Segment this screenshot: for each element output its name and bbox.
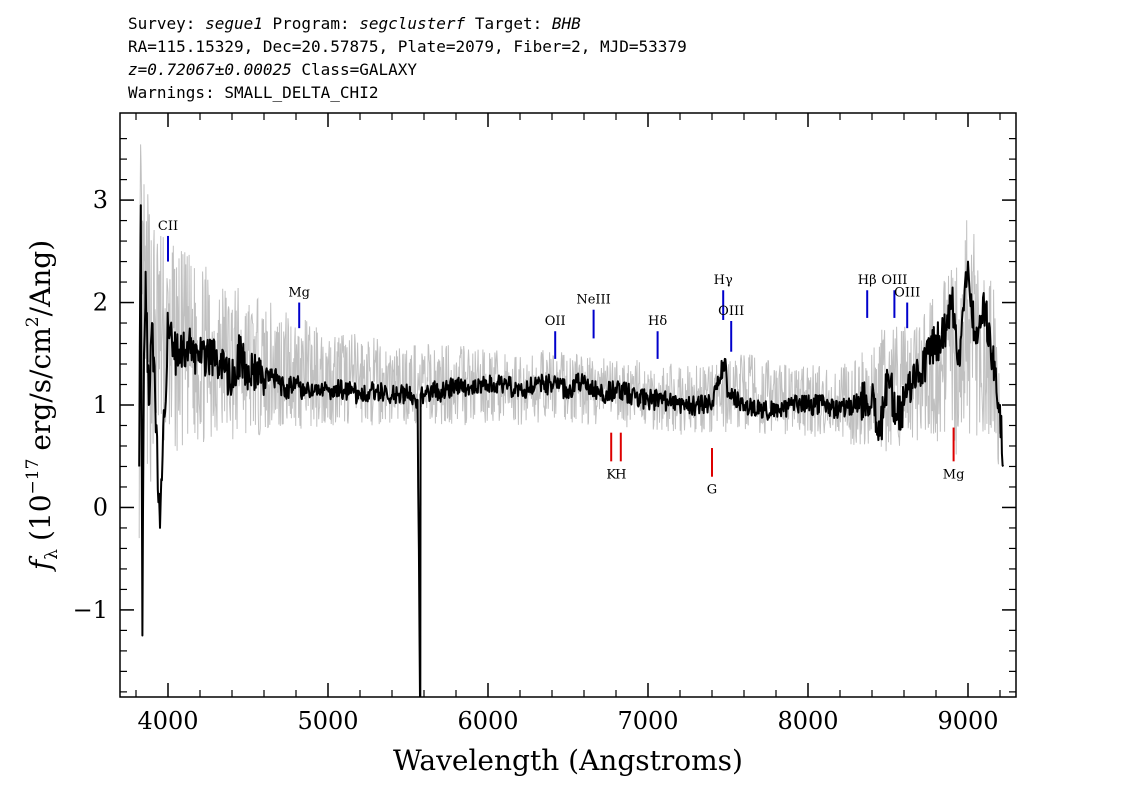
y-label-exponent2: 2: [23, 316, 43, 327]
emission-line-label: Hβ: [858, 273, 877, 288]
y-tick-label: 2: [93, 289, 108, 317]
axis-ticks-layer: 4000 5000 6000 7000 8000 9000 −1 0 1 2 3: [73, 113, 1016, 735]
class-value: Class=GALAXY: [301, 60, 417, 79]
emission-line-label: OIII: [718, 304, 744, 319]
y-label-exponent: −17: [23, 459, 43, 495]
x-axis-label: Wavelength (Angstroms): [393, 744, 743, 777]
survey-value: segue1: [205, 14, 263, 33]
x-tick-label: 6000: [457, 707, 518, 735]
survey-label: Survey:: [128, 14, 196, 33]
y-tick-label: 0: [93, 493, 108, 521]
header-line-warnings: Warnings: SMALL_DELTA_CHI2: [128, 83, 379, 102]
emission-line-label: OIII: [881, 273, 907, 288]
x-tick-label: 5000: [297, 707, 358, 735]
y-tick-label: 3: [93, 186, 108, 214]
spectrum-header: Survey: segue1 Program: segclusterf Targ…: [128, 12, 687, 104]
emission-line-label: Hδ: [648, 314, 667, 329]
x-tick-label: 9000: [937, 707, 998, 735]
y-tick-label: 1: [93, 391, 108, 419]
target-value: BHB: [551, 14, 581, 33]
emission-line-label: CII: [158, 219, 178, 234]
absorption-line-label: Mg: [943, 467, 965, 482]
program-value: segclusterf: [359, 14, 466, 33]
emission-line-label: Hγ: [714, 273, 733, 288]
program-label: Program:: [272, 14, 350, 33]
error-envelope-line: [138, 144, 1001, 539]
absorption-line-label: K: [606, 467, 616, 482]
y-axis-label: fλ(10−17erg/s/cm2/Ang): [23, 240, 62, 572]
x-tick-label: 4000: [137, 707, 198, 735]
emission-line-label: OII: [545, 314, 566, 329]
y-label-units: erg/s/cm: [24, 327, 57, 450]
header-line-survey: Survey: segue1 Program: segclusterf Targ…: [128, 12, 687, 35]
header-line-redshift: z=0.72067±0.00025 Class=GALAXY: [128, 58, 687, 81]
header-line-coordinates: RA=115.15329, Dec=20.57875, Plate=2079, …: [128, 37, 687, 56]
x-tick-label: 8000: [777, 707, 838, 735]
y-label-open: (10: [24, 494, 57, 541]
emission-line-label: OIII: [894, 286, 920, 301]
target-label: Target:: [474, 14, 543, 33]
flux-line: [138, 204, 1005, 697]
absorption-line-label: H: [615, 467, 626, 482]
y-label-lambda: λ: [42, 549, 62, 560]
emission-line-label: NeIII: [576, 293, 610, 308]
flux-layer: [138, 204, 1005, 697]
error-envelope-layer: [138, 144, 1001, 539]
redshift-value: z=0.72067±0.00025: [128, 60, 292, 79]
absorption-line-label: G: [707, 483, 717, 498]
x-tick-label: 7000: [617, 707, 678, 735]
y-tick-label: −1: [73, 596, 108, 624]
y-label-end: /Ang): [24, 240, 57, 317]
emission-line-label: Mg: [288, 286, 310, 301]
